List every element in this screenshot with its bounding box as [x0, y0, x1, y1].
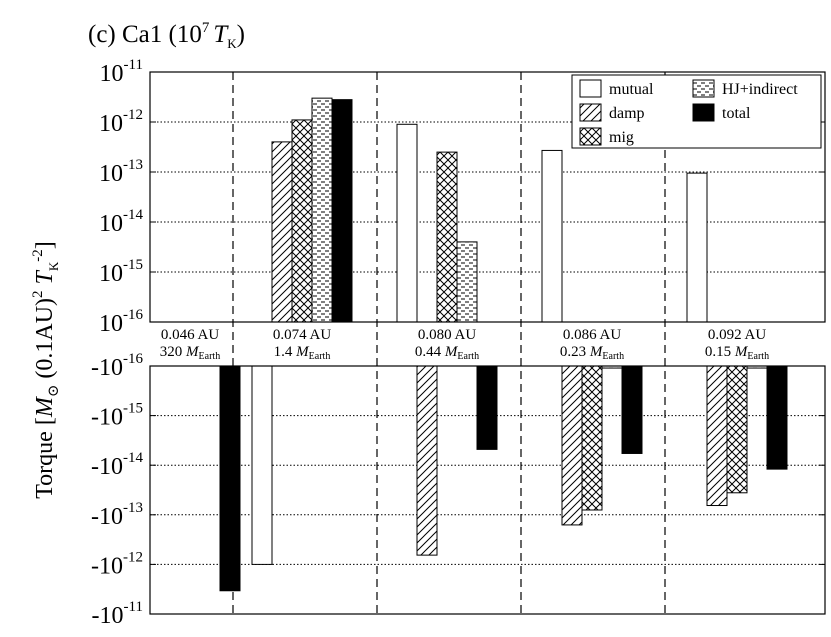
- bar-total-5: [766, 365, 788, 470]
- bar-mutual-3: [396, 123, 418, 323]
- ylabel-time-exponent: -2: [30, 249, 46, 262]
- category-mass-label: 0.23 MEarth: [560, 344, 624, 362]
- upper-plot-frame: [149, 71, 826, 323]
- bar-mig-2: [291, 119, 313, 323]
- upper-tick-labels: 10-11 10-12 10-13 10-14 10-15 10-16: [99, 57, 143, 337]
- bar-total-3: [476, 365, 498, 450]
- title-symbol: T: [213, 21, 229, 48]
- bar-damp-3: [416, 365, 438, 556]
- bar-mutual-4: [541, 149, 563, 323]
- ylabel-distance: (0.1AU): [32, 298, 58, 385]
- category-distance-label: 0.086 AU: [563, 327, 622, 343]
- ylabel-suffix: ]: [32, 241, 58, 249]
- category-mass-label: 1.4 MEarth: [274, 344, 331, 362]
- title-exponent: 7: [202, 20, 210, 36]
- y-tick-label: -10-11: [92, 599, 143, 629]
- bar-damp-5: [706, 365, 728, 507]
- lower-plot-frame: [149, 365, 826, 615]
- title-main: (c) Ca1 (10: [88, 21, 202, 48]
- category-distance-label: 0.092 AU: [708, 327, 767, 343]
- y-tick-label: 10-15: [99, 257, 143, 287]
- y-tick-label: -10-16: [91, 351, 143, 381]
- title-tail: ): [237, 21, 245, 48]
- legend-hj-indirect-label: HJ+indirect: [722, 81, 798, 98]
- category-distance-label: 0.080 AU: [418, 327, 477, 343]
- ylabel-distance-exponent: 2: [30, 290, 46, 298]
- y-tick-label: -10-13: [91, 500, 143, 530]
- upper-bars: [271, 97, 708, 323]
- y-tick-label: 10-14: [99, 207, 143, 237]
- legend-mutual-swatch: [579, 79, 602, 98]
- category-mass-label: 0.44 MEarth: [415, 344, 479, 362]
- y-tick-label: -10-12: [91, 549, 143, 579]
- y-tick-label: 10-16: [99, 307, 143, 337]
- legend-damp-swatch: [579, 103, 602, 122]
- bar-hj-indirect-3: [456, 241, 478, 323]
- bar-hj-indirect-2: [311, 97, 333, 323]
- y-tick-label: 10-12: [99, 107, 143, 137]
- category-distance-label: 0.074 AU: [273, 327, 332, 343]
- ylabel-mass-symbol: M: [32, 395, 58, 418]
- bar-mutual-5: [686, 172, 708, 323]
- bar-mig-4: [581, 365, 603, 511]
- bar-mig-5: [726, 365, 748, 494]
- legend: mutual damp mig HJ+indirect total: [571, 74, 822, 149]
- y-tick-label: -10-14: [91, 450, 143, 480]
- bar-damp-2: [271, 141, 293, 323]
- legend-mig-swatch: [579, 127, 602, 146]
- title-subscript: K: [227, 36, 237, 51]
- category-mass-label: 320 MEarth: [160, 344, 220, 362]
- y-tick-label: 10-13: [99, 157, 143, 187]
- y-tick-label: -10-15: [91, 401, 143, 431]
- bar-total-2: [331, 99, 353, 323]
- bar-mig-3: [436, 151, 458, 323]
- upper-gridlines: [150, 71, 825, 323]
- lower-panel: -10-16 -10-15 -10-14 -10-13 -10-12 -10-11: [91, 351, 826, 629]
- y-axis-label: Torque [M⊙ (0.1AU)2 TK-2]: [30, 241, 62, 499]
- lower-bars: [219, 365, 788, 592]
- ylabel-prefix: Torque [: [32, 417, 58, 499]
- category-distance-label: 0.046 AU: [161, 327, 220, 343]
- y-tick-label: 10-11: [100, 57, 143, 87]
- upper-panel: 10-11 10-12 10-13 10-14 10-15 10-16: [99, 57, 826, 337]
- bar-mutual-2: [251, 365, 273, 565]
- legend-total-label: total: [722, 105, 751, 122]
- legend-total-swatch: [692, 103, 715, 122]
- legend-mig-label: mig: [609, 129, 634, 146]
- legend-mutual-label: mutual: [609, 81, 654, 98]
- legend-hj-indirect-swatch: [692, 79, 715, 98]
- bar-total-4: [621, 365, 643, 454]
- lower-tick-labels: -10-16 -10-15 -10-14 -10-13 -10-12 -10-11: [91, 351, 143, 629]
- category-mass-label: 0.15 MEarth: [705, 344, 769, 362]
- ylabel-time-symbol: T: [32, 269, 58, 290]
- bar-damp-4: [561, 365, 583, 526]
- chart-title: (c) Ca1 (107 TK): [88, 20, 245, 51]
- ylabel-sun-symbol: ⊙: [46, 385, 62, 398]
- ylabel-time-subscript: K: [46, 261, 61, 271]
- legend-damp-label: damp: [609, 105, 645, 122]
- bar-total-1: [219, 365, 241, 592]
